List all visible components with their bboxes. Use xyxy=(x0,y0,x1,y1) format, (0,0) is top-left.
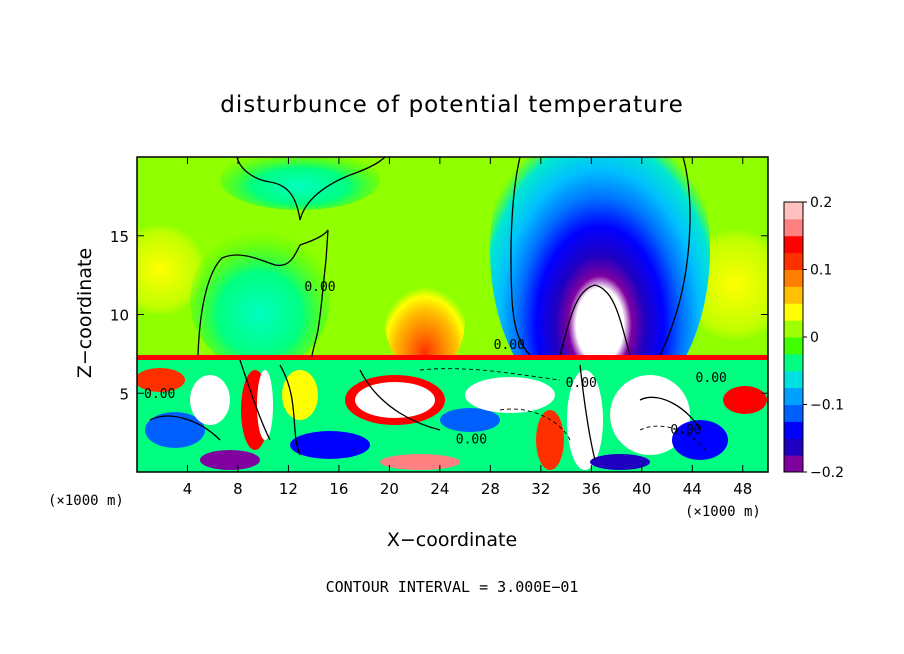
field-blob xyxy=(190,230,330,370)
x-tick-label: 28 xyxy=(481,480,500,498)
lower-layer-patches xyxy=(137,355,768,470)
x-axis-label: X−coordinate xyxy=(387,529,517,551)
field-blob xyxy=(137,225,205,315)
x-tick-label: 40 xyxy=(632,480,651,498)
colorbar-swatch xyxy=(784,337,803,355)
x-unit-label-left: (×1000 m) xyxy=(48,493,124,509)
chart-title: disturbunce of potential temperature xyxy=(220,92,684,118)
x-tick-label: 8 xyxy=(233,480,243,498)
colorbar-swatch xyxy=(784,202,803,220)
contour-label: 0.00 xyxy=(304,280,335,295)
field-blob xyxy=(220,157,380,210)
colorbar-swatch xyxy=(784,235,803,254)
colorbar-swatch xyxy=(784,353,803,372)
x-unit-label-right: (×1000 m) xyxy=(685,504,761,520)
colorbar-swatch xyxy=(784,404,803,422)
colorbar-swatch xyxy=(784,252,803,270)
colorbar: 0.2 0.1 0 −0.1 −0.2 xyxy=(783,195,844,481)
field-blob xyxy=(385,265,465,375)
colorbar-tick-label: −0.2 xyxy=(810,465,844,481)
y-axis-label: Z−coordinate xyxy=(74,248,96,378)
x-tick-label: 20 xyxy=(380,480,399,498)
x-tick-label: 32 xyxy=(531,480,550,498)
colorbar-swatch xyxy=(784,387,803,405)
plot-area: 0.00 0.00 0.00 0.00 0.00 0.00 0.00 xyxy=(137,157,768,472)
colorbar-swatch xyxy=(784,218,803,237)
x-axis: 4 8 12 16 20 24 28 32 36 40 44 48 xyxy=(183,157,752,498)
y-tick-label: 15 xyxy=(110,228,129,246)
x-tick-label: 16 xyxy=(329,480,348,498)
colorbar-swatch xyxy=(784,269,803,287)
colorbar-tick-label: 0.1 xyxy=(810,263,832,279)
y-axis: 5 10 15 xyxy=(110,228,768,403)
field-blob xyxy=(490,157,710,420)
colorbar-tick-label: −0.1 xyxy=(810,398,844,414)
colorbar-swatch xyxy=(784,320,803,338)
contour-label: 0.00 xyxy=(144,387,175,402)
colorbar-tick-label: 0 xyxy=(810,330,819,346)
colorbar-swatch xyxy=(784,421,803,439)
colorbar-tick-label: 0.2 xyxy=(810,195,832,211)
contour-label: 0.00 xyxy=(670,423,701,438)
y-tick-label: 10 xyxy=(110,307,129,325)
contour-labels: 0.00 0.00 0.00 0.00 0.00 0.00 0.00 xyxy=(144,280,727,448)
contour-label: 0.00 xyxy=(456,433,487,448)
colorbar-swatch xyxy=(784,303,803,321)
colorbar-swatch xyxy=(784,370,803,389)
x-tick-label: 48 xyxy=(733,480,752,498)
contour-interval-note: CONTOUR INTERVAL = 3.000E−01 xyxy=(326,578,579,596)
contour-label: 0.00 xyxy=(494,338,525,353)
contour-lines xyxy=(149,157,701,461)
x-tick-label: 24 xyxy=(430,480,449,498)
colorbar-swatch xyxy=(784,438,803,456)
dashed-contours xyxy=(419,368,706,451)
contour-label: 0.00 xyxy=(696,371,727,386)
x-tick-label: 36 xyxy=(582,480,601,498)
x-tick-label: 44 xyxy=(683,480,702,498)
colorbar-swatch xyxy=(784,286,803,304)
x-tick-label: 4 xyxy=(183,480,193,498)
y-tick-label: 5 xyxy=(119,385,129,403)
colorbar-swatch xyxy=(784,455,803,473)
x-tick-label: 12 xyxy=(279,480,298,498)
contour-label: 0.00 xyxy=(566,376,597,391)
